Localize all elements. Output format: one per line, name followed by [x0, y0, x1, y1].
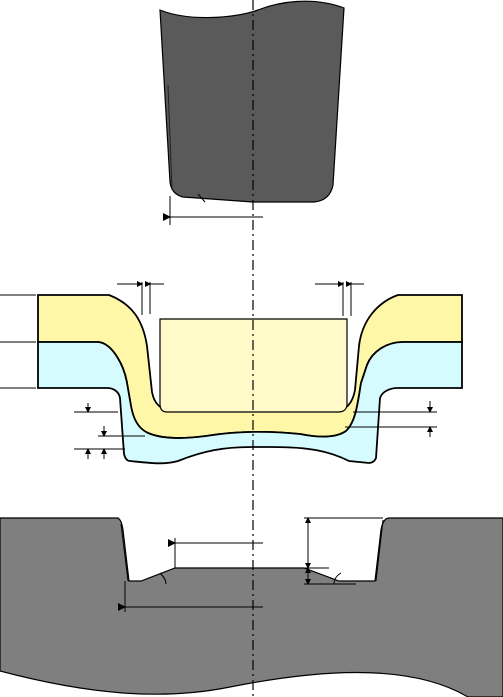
- die-left-inner-edge: [120, 523, 129, 582]
- punch-edge-line: [167, 84, 173, 191]
- die-left-angle-mark: [159, 572, 167, 585]
- punch-shape: [159, 0, 345, 203]
- die-right-inner-edge: [375, 519, 384, 582]
- die-right-angle-mark: [333, 572, 342, 585]
- lower-sheet-layer: [37, 341, 463, 465]
- punch-angle-line: [197, 193, 206, 203]
